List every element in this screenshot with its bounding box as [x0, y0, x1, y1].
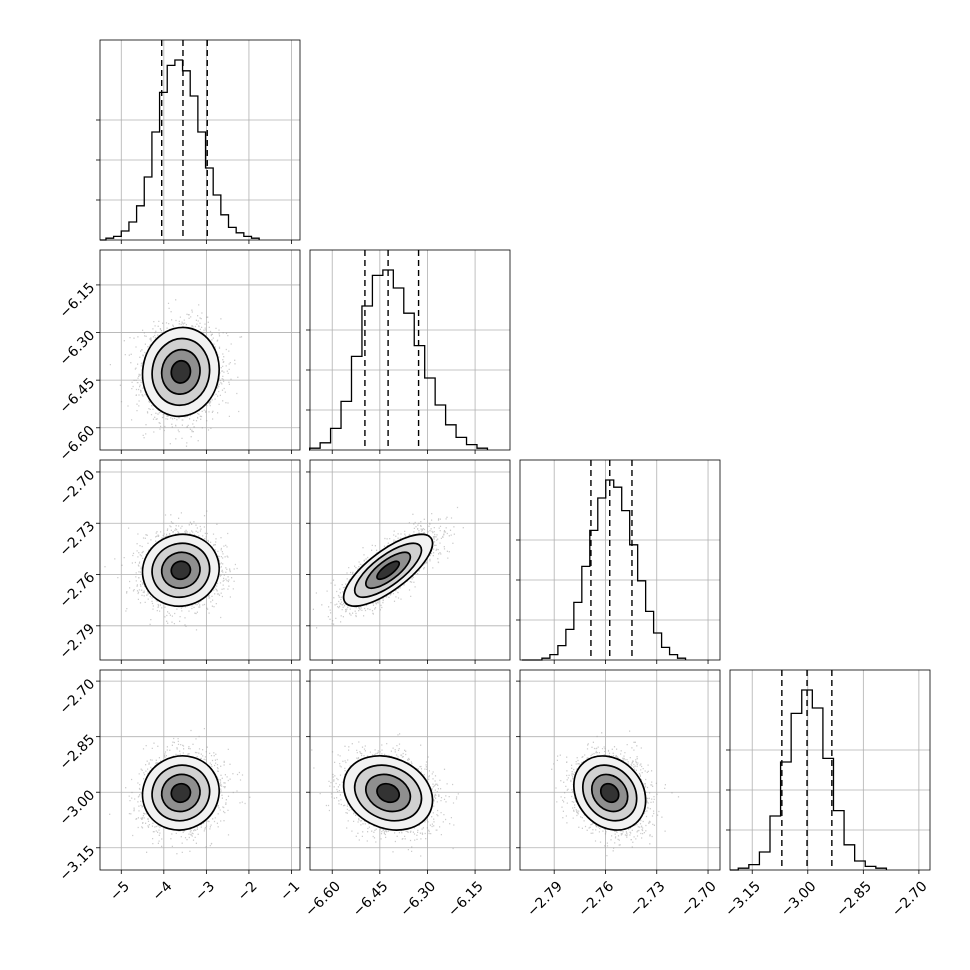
- panel-frame: [729, 669, 931, 871]
- density-contour: [599, 782, 620, 804]
- panel-frame: [99, 459, 301, 661]
- pair-panel-0-1: [96, 249, 301, 454]
- pair-panel-2-3: [516, 669, 721, 874]
- pair-content: [109, 299, 243, 447]
- histogram-step: [730, 689, 888, 871]
- panel-frame: [99, 249, 301, 451]
- density-contour: [376, 560, 401, 581]
- panel-frame: [309, 459, 511, 661]
- panel-frame: [519, 459, 721, 661]
- panels-layer: −5 −4 −3 −2 −1 −6.60 −6.45 −6.30 −6.15 −2.79 −2.76…: [57, 39, 931, 920]
- hist-panel-bg: [730, 670, 930, 870]
- hist-panel-0: [96, 39, 301, 244]
- pair-content: [551, 730, 680, 857]
- pair-panel-0-2: [96, 459, 301, 664]
- panel-frame: [519, 669, 721, 871]
- panel-frame: [99, 669, 301, 871]
- hist-panel-1: [306, 249, 511, 454]
- pair-panel-1-2: [306, 459, 511, 664]
- pair-panel-0-3: [96, 669, 301, 874]
- pair-content: [311, 733, 459, 857]
- hist-panel-bg: [520, 460, 720, 660]
- hist-panel-bg: [100, 40, 300, 240]
- hist-panel-2: [516, 459, 721, 664]
- panel-frame: [309, 249, 511, 451]
- histogram-step: [309, 269, 489, 451]
- hist-panel-3: [726, 669, 931, 874]
- pair-panel-1-3: [306, 669, 511, 874]
- density-contour: [170, 560, 192, 581]
- density-contour: [170, 359, 192, 384]
- histogram-step: [521, 479, 687, 661]
- hist-panel-bg: [310, 250, 510, 450]
- pair-content: [312, 506, 464, 629]
- pair-content: [104, 510, 238, 631]
- pair-content: [109, 727, 251, 855]
- density-contour: [376, 782, 401, 804]
- panel-frame: [309, 669, 511, 871]
- density-contour: [170, 782, 192, 804]
- panel-frame: [99, 39, 301, 241]
